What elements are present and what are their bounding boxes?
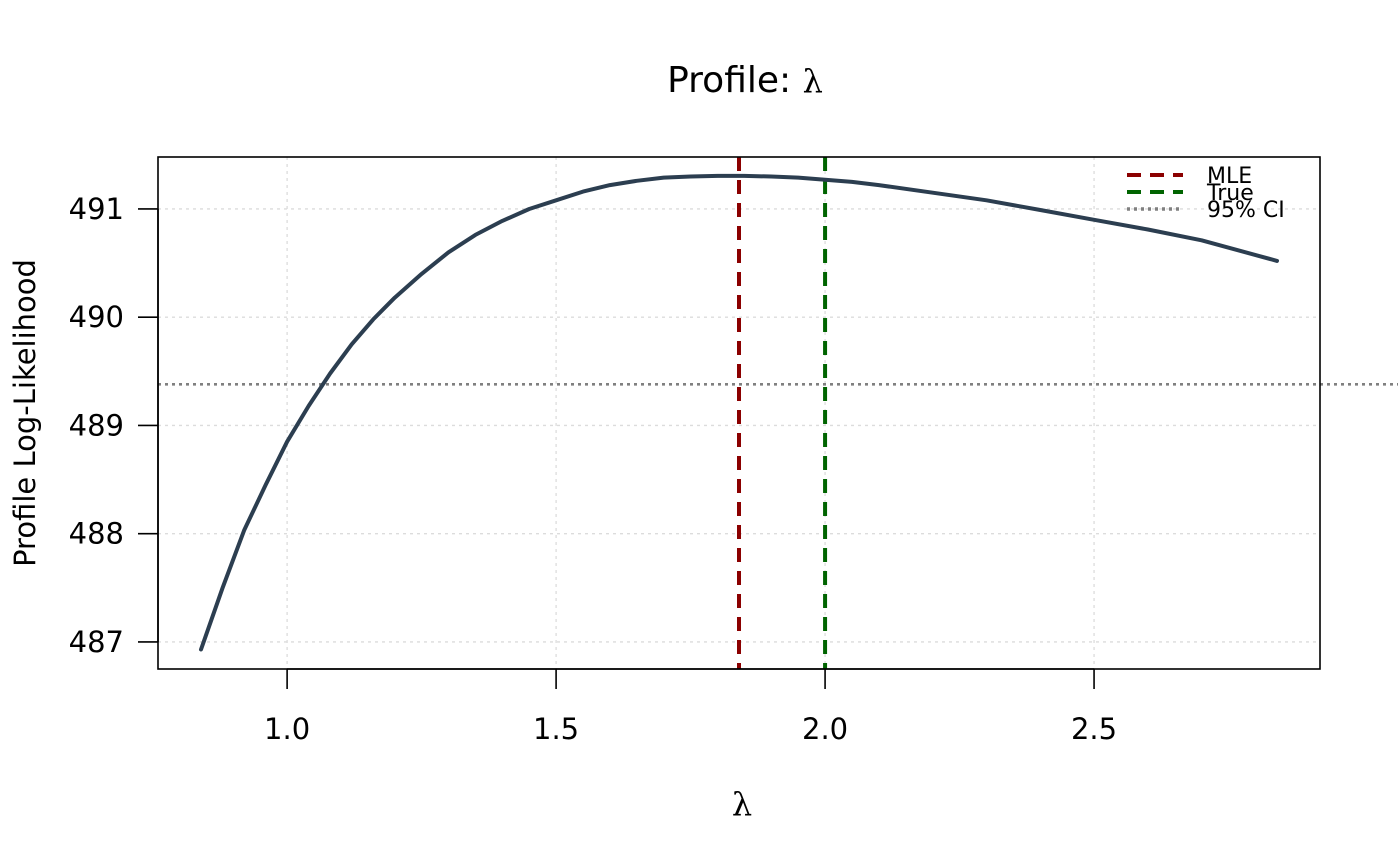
y-tick-label: 488 [69, 517, 124, 551]
x-axis: 1.0 1.5 2.0 2.5 [264, 668, 1117, 746]
y-tick-label: 490 [69, 300, 124, 334]
profile-curve [199, 173, 1279, 652]
legend-label-95-ci: 95% CI [1207, 198, 1285, 223]
y-axis-label: Profile Log-Likelihood [8, 259, 42, 567]
x-tick-label: 2.0 [802, 712, 848, 746]
x-axis-label: λ [732, 785, 752, 823]
y-tick-label: 487 [69, 625, 124, 659]
x-tick-label: 1.5 [533, 712, 579, 746]
x-tick-label: 2.5 [1071, 712, 1117, 746]
y-tick-label: 489 [69, 408, 124, 442]
chart-title-symbol: λ [803, 62, 823, 100]
legend-label-true: True [1206, 181, 1254, 206]
chart-title: Profile: λ [667, 60, 823, 101]
y-tick-label: 491 [69, 192, 124, 226]
data-series [199, 173, 1279, 652]
reference-lines [158, 157, 1398, 669]
legend-label-mle: MLE [1207, 164, 1252, 189]
x-tick-label: 1.0 [264, 712, 310, 746]
chart-title-text: Profile: [667, 60, 803, 101]
y-axis: 487 488 489 490 491 [69, 192, 159, 659]
